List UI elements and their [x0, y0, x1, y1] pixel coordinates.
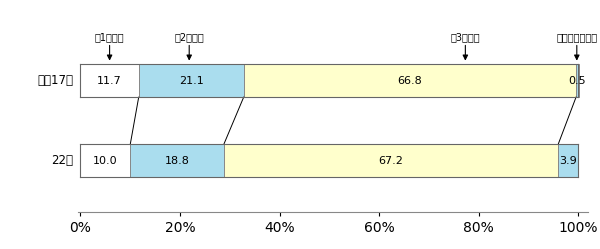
Text: 分類不能の産業: 分類不能の産業: [556, 32, 598, 42]
Text: 平成17年: 平成17年: [37, 74, 73, 87]
Text: 第1次産業: 第1次産業: [95, 32, 124, 42]
Text: 3.9: 3.9: [559, 156, 577, 166]
Text: 第2次産業: 第2次産業: [175, 32, 204, 42]
Bar: [139, 64, 244, 97]
Bar: [130, 144, 224, 177]
Bar: [80, 144, 130, 177]
Text: 10.0: 10.0: [93, 156, 118, 166]
Text: 18.8: 18.8: [164, 156, 190, 166]
Bar: [224, 144, 558, 177]
Text: 66.8: 66.8: [397, 76, 422, 86]
Text: 22年: 22年: [51, 154, 73, 167]
Text: 67.2: 67.2: [379, 156, 403, 166]
Text: 11.7: 11.7: [97, 76, 122, 86]
Bar: [244, 64, 576, 97]
Text: 21.1: 21.1: [179, 76, 203, 86]
Bar: [576, 64, 578, 97]
Bar: [80, 64, 139, 97]
Bar: [558, 144, 578, 177]
Text: 0.5: 0.5: [568, 76, 586, 86]
Text: 第3次産業: 第3次産業: [451, 32, 480, 42]
